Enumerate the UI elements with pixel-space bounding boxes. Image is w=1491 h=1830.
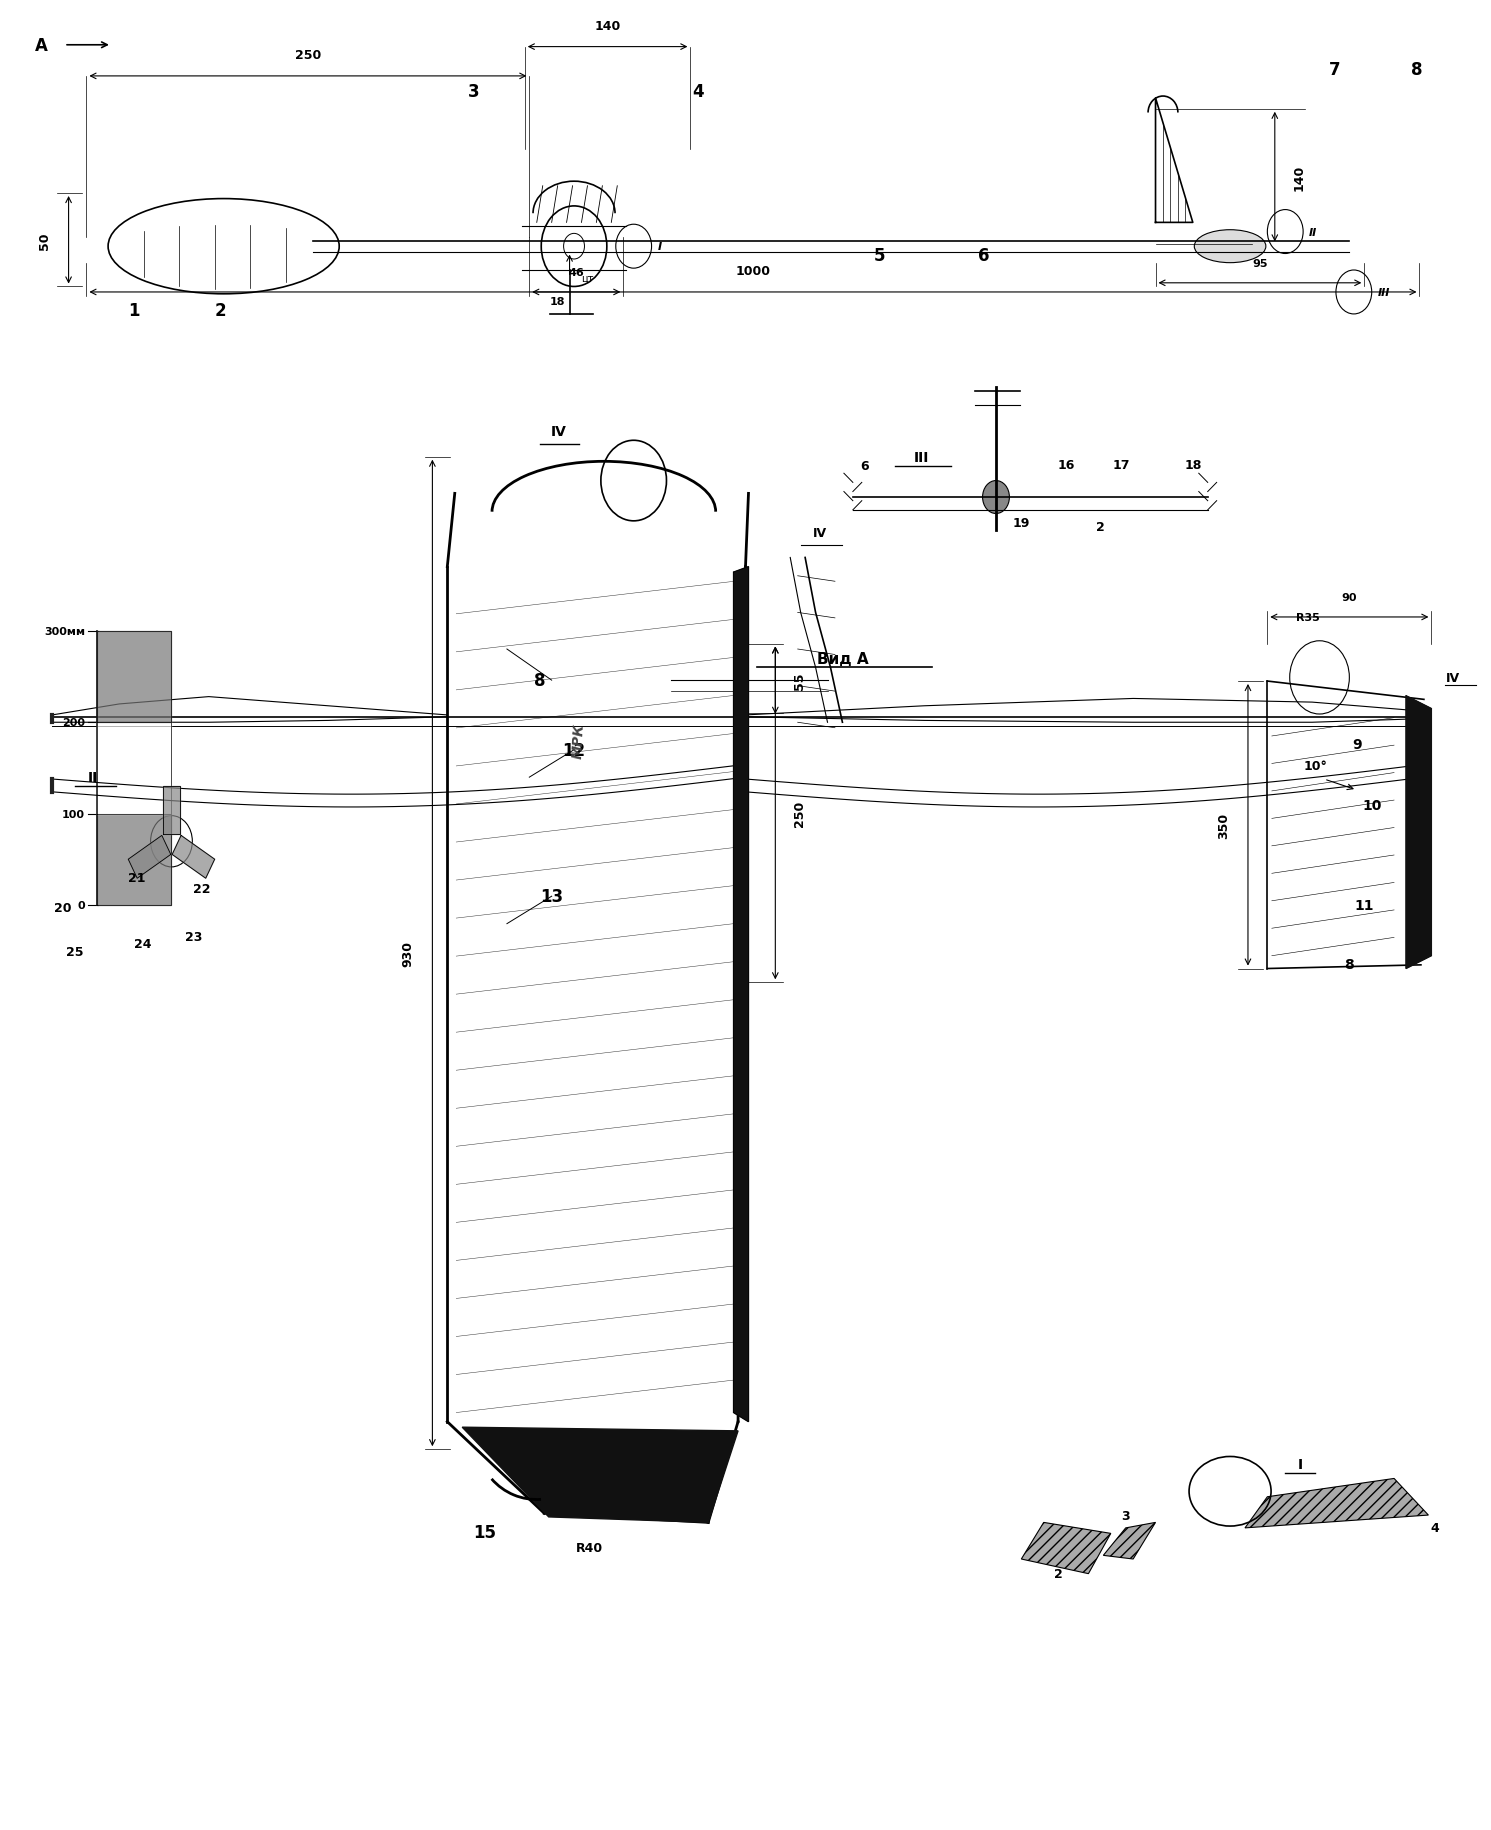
- Text: 350: 350: [1217, 813, 1230, 838]
- Text: 22: 22: [192, 882, 210, 897]
- Text: IV: IV: [813, 527, 828, 540]
- Text: 0: 0: [78, 900, 85, 911]
- Text: Вид А: Вид А: [817, 651, 868, 666]
- Text: 23: 23: [185, 930, 203, 944]
- Text: 200: 200: [63, 717, 85, 728]
- Text: 11: 11: [1354, 899, 1375, 913]
- Polygon shape: [163, 787, 180, 834]
- Text: 4: 4: [1430, 1521, 1439, 1535]
- Text: R35: R35: [1296, 613, 1320, 622]
- Text: МРК: МРК: [571, 723, 586, 759]
- Polygon shape: [97, 814, 171, 906]
- Text: 140: 140: [1293, 165, 1306, 190]
- Text: R40: R40: [576, 1541, 602, 1554]
- Text: 3: 3: [468, 82, 480, 101]
- Polygon shape: [1103, 1523, 1156, 1559]
- Text: 2: 2: [215, 302, 227, 320]
- Text: 10: 10: [1363, 798, 1381, 813]
- Text: 14: 14: [543, 1495, 567, 1513]
- Text: 9: 9: [1352, 737, 1361, 752]
- Text: 5: 5: [874, 247, 886, 265]
- Text: 930: 930: [401, 941, 414, 966]
- Text: 300мм: 300мм: [43, 626, 85, 637]
- Text: 7: 7: [1328, 60, 1340, 79]
- Text: I: I: [1297, 1457, 1303, 1471]
- Text: IV: IV: [552, 425, 567, 439]
- Polygon shape: [462, 1427, 738, 1523]
- Text: 140: 140: [595, 20, 620, 33]
- Text: 10°: 10°: [1303, 759, 1327, 772]
- Text: 19: 19: [1012, 516, 1030, 531]
- Text: 2: 2: [1096, 520, 1105, 534]
- Text: 8: 8: [1345, 957, 1354, 972]
- Text: 6: 6: [860, 459, 869, 474]
- Text: 6: 6: [978, 247, 990, 265]
- Text: 15: 15: [473, 1523, 497, 1541]
- Text: 50: 50: [37, 232, 51, 249]
- Ellipse shape: [1194, 231, 1266, 264]
- Text: 2: 2: [1054, 1566, 1063, 1581]
- Text: цт: цт: [581, 273, 593, 284]
- Text: 1: 1: [128, 302, 140, 320]
- Text: 250: 250: [793, 800, 807, 827]
- Text: 100: 100: [63, 809, 85, 820]
- Text: A: A: [34, 37, 48, 55]
- Text: III: III: [914, 450, 929, 465]
- Text: 17: 17: [1112, 458, 1130, 472]
- Text: 46: 46: [568, 269, 584, 278]
- Polygon shape: [1245, 1479, 1428, 1528]
- Circle shape: [983, 481, 1009, 514]
- Text: IV: IV: [1446, 672, 1460, 684]
- Polygon shape: [97, 631, 171, 723]
- Polygon shape: [171, 836, 215, 878]
- Polygon shape: [734, 567, 748, 1422]
- Polygon shape: [128, 836, 171, 878]
- Text: 18: 18: [550, 296, 565, 306]
- Text: 18: 18: [1184, 458, 1202, 472]
- Text: 55: 55: [793, 672, 807, 690]
- Polygon shape: [97, 723, 171, 814]
- Polygon shape: [1406, 695, 1431, 970]
- Text: 25: 25: [66, 944, 83, 959]
- Text: 21: 21: [128, 871, 146, 886]
- Text: 95: 95: [1252, 260, 1267, 269]
- Text: I: I: [658, 242, 662, 253]
- Text: 90: 90: [1342, 593, 1357, 602]
- Text: 12: 12: [562, 741, 586, 759]
- Text: 8: 8: [534, 672, 546, 690]
- Text: II: II: [1309, 227, 1318, 238]
- Text: II: II: [88, 770, 97, 785]
- Text: 13: 13: [540, 888, 564, 906]
- Text: 20: 20: [54, 900, 72, 915]
- Text: III: III: [1378, 287, 1390, 298]
- Text: 8: 8: [1410, 60, 1422, 79]
- Text: 16: 16: [1057, 458, 1075, 472]
- Polygon shape: [1021, 1523, 1111, 1574]
- Text: 1000: 1000: [735, 265, 771, 278]
- Text: 250: 250: [295, 49, 321, 62]
- Text: 4: 4: [692, 82, 704, 101]
- Text: 3: 3: [1121, 1508, 1130, 1523]
- Text: 24: 24: [134, 937, 152, 952]
